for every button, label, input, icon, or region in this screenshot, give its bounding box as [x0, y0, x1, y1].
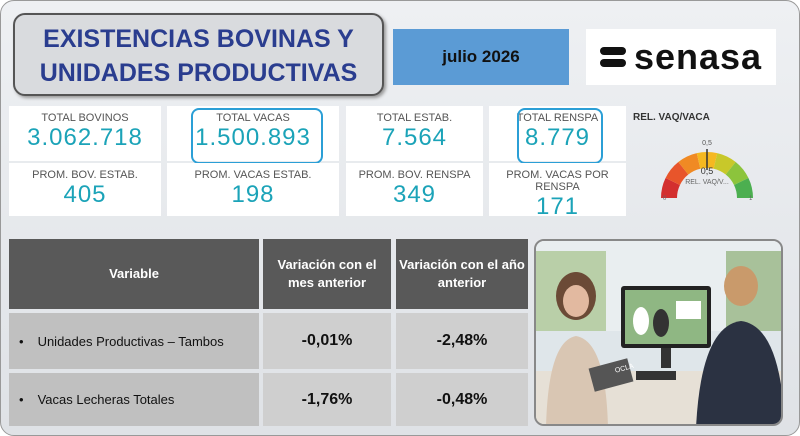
kpi-value: 405 — [63, 181, 107, 208]
kpi-value: 349 — [392, 181, 437, 208]
table-text: -0,48% — [436, 390, 488, 408]
table-cell: -2,48% — [396, 313, 528, 369]
gauge-arc — [734, 178, 753, 198]
gauge-arc — [665, 162, 689, 185]
kpi-card: PROM. VACAS ESTAB. 198 — [167, 163, 339, 216]
table-cell: • Unidades Productivas – Tambos — [9, 313, 259, 369]
kpi-label: PROM. VACAS ESTAB. — [194, 169, 312, 181]
kpi-value: 7.564 — [381, 124, 448, 151]
gauge-arc — [678, 153, 701, 175]
photo-illustration: OCLA — [536, 241, 781, 424]
kpi-card: PROM. VACAS POR RENSPA 171 — [489, 163, 626, 220]
table-text: Vacas Lecheras Totales — [37, 392, 175, 407]
highlight-frame — [517, 108, 603, 164]
kpi-label: TOTAL ESTAB. — [376, 112, 453, 124]
gauge-title: REL. VAQ/VACA — [633, 112, 710, 123]
kpi-card: TOTAL ESTAB. 7.564 — [346, 106, 483, 161]
kpi-value: 171 — [535, 193, 580, 220]
date-box: julio 2026 — [393, 29, 569, 85]
title-box: EXISTENCIAS BOVINAS Y UNIDADES PRODUCTIV… — [13, 13, 384, 96]
table-cell: -0,01% — [263, 313, 391, 369]
table-text: Unidades Productivas – Tambos — [37, 333, 224, 349]
gauge-arc — [661, 178, 680, 198]
title-line: UNIDADES PRODUCTIVAS — [39, 59, 358, 87]
table-header-cell: Variación con el año anterior — [396, 239, 528, 309]
gauge: REL. VAQ/VACA 0,5 0,5 REL. VAQ/V... 0 1 — [633, 112, 753, 202]
table-cell: -1,76% — [263, 373, 391, 426]
table-cell: • Vacas Lecheras Totales — [9, 373, 259, 426]
gauge-panel: REL. VAQ/VACA 0,5 0,5 REL. VAQ/V... 0 1 — [631, 106, 783, 216]
kpi-value: 1.500.893 — [195, 124, 311, 151]
kpi-card: TOTAL VACAS 1.500.893 — [167, 106, 339, 164]
table: Variable Variación con el mes anterior Var… — [9, 239, 528, 426]
kpi-value: 198 — [231, 181, 275, 208]
kpi-card: PROM. BOV. ESTAB. 405 — [9, 163, 161, 216]
laptop-label: OCLA — [614, 363, 635, 375]
gauge-value-label: 0,5 — [701, 166, 714, 176]
gauge-arc — [713, 153, 736, 175]
kpi-card: PROM. BOV. RENSPA 349 — [346, 163, 483, 216]
table-text: -1,76% — [301, 390, 353, 408]
title-line: EXISTENCIAS BOVINAS Y — [43, 25, 354, 53]
kpi-label: PROM. BOV. RENSPA — [358, 169, 471, 181]
highlight-frame — [191, 108, 323, 164]
gauge-arc — [725, 162, 749, 185]
date: julio 2026 — [442, 47, 520, 66]
kpi-card: TOTAL RENSPA 8.779 — [489, 106, 626, 164]
logo-text: senasa — [633, 36, 763, 77]
kpi-label: PROM. VACAS POR RENSPA — [506, 169, 609, 193]
table-header-cell: Variable — [9, 239, 259, 309]
gauge-min: 0 — [663, 196, 667, 202]
bullet: • — [19, 392, 24, 407]
kpi-label: TOTAL BOVINOS — [41, 112, 129, 124]
table-text: -0,01% — [301, 332, 353, 349]
gauge-target-label: 0,5 — [702, 140, 712, 147]
kpi-value: 8.779 — [524, 124, 591, 151]
table-header-cell: Variación con el mes anterior — [263, 239, 391, 309]
gauge-caption: REL. VAQ/V... — [685, 179, 729, 186]
table-text: -2,48% — [436, 332, 488, 349]
bullet: • — [19, 333, 24, 349]
kpi-card: TOTAL BOVINOS 3.062.718 — [9, 106, 161, 161]
gauge-max: 1 — [749, 196, 753, 202]
logo-icon — [599, 47, 626, 67]
kpi-label: TOTAL VACAS — [216, 112, 290, 124]
logo: senasa — [586, 29, 776, 85]
kpi-label: TOTAL RENSPA — [516, 112, 599, 124]
table-cell: -0,48% — [396, 373, 528, 426]
kpi-label: PROM. BOV. ESTAB. — [32, 169, 138, 181]
kpi-value: 3.062.718 — [27, 124, 143, 151]
photo: OCLA — [534, 239, 783, 426]
